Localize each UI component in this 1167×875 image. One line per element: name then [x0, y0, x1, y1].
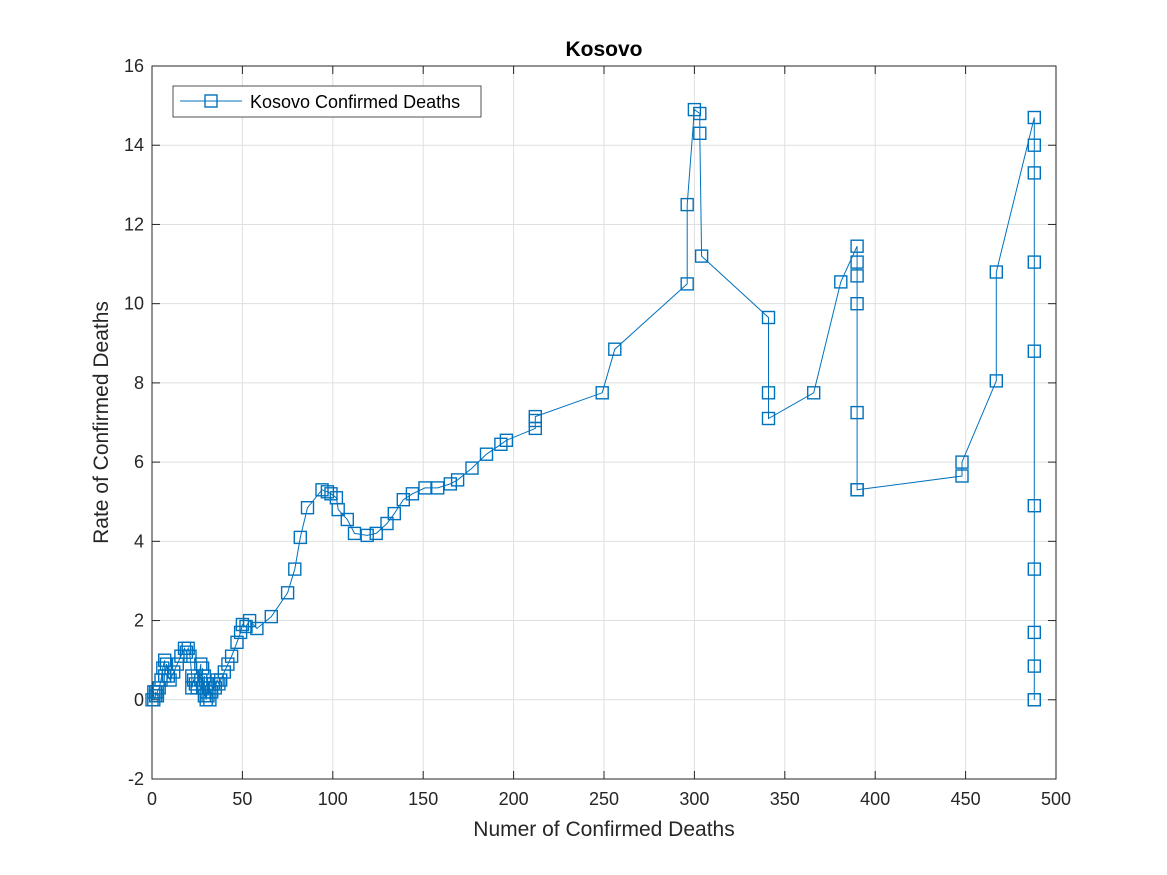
data-point-marker[interactable] [693, 126, 707, 141]
data-point-marker[interactable] [213, 673, 228, 687]
chart-title: Kosovo [565, 38, 642, 61]
data-point-marker[interactable] [694, 249, 709, 263]
data-point-marker[interactable] [850, 239, 864, 253]
data-point-marker[interactable] [499, 433, 514, 447]
data-point-marker[interactable] [163, 673, 177, 687]
data-point-marker[interactable] [450, 473, 465, 487]
x-tick-label: 200 [499, 789, 529, 809]
legend[interactable]: Kosovo Confirmed Deaths [172, 85, 482, 118]
data-point-marker[interactable] [360, 528, 374, 543]
data-point-marker[interactable] [250, 621, 264, 636]
data-point-marker[interactable] [1027, 255, 1042, 269]
data-point-marker[interactable] [387, 506, 401, 521]
axes: 0 50 100 150 200 250 300 350 400 450 500-202468101… [124, 56, 1071, 809]
x-tick-label: 300 [679, 789, 709, 809]
data-point-marker[interactable] [528, 409, 542, 424]
data-point-marker[interactable] [955, 469, 969, 483]
data-point-marker[interactable] [280, 586, 295, 600]
data-point-marker[interactable] [850, 297, 864, 311]
legend-marker-icon [204, 94, 218, 108]
data-point-marker[interactable] [693, 106, 707, 121]
data-point-marker[interactable] [850, 255, 864, 269]
y-tick-label: 0 [134, 690, 144, 710]
grid [152, 66, 1056, 779]
data-point-marker[interactable] [288, 562, 302, 576]
data-point-marker[interactable] [1027, 138, 1042, 152]
y-tick-label: 4 [134, 531, 144, 551]
y-tick-label: 2 [134, 611, 144, 631]
data-point-marker[interactable] [235, 617, 250, 632]
data-point-marker[interactable] [761, 411, 776, 426]
data-point-marker[interactable] [224, 649, 239, 663]
y-tick-label: 12 [124, 214, 144, 234]
x-tick-label: 0 [147, 789, 157, 809]
data-point-marker[interactable] [595, 386, 609, 400]
data-point-marker[interactable] [989, 265, 1003, 279]
data-point-marker[interactable] [465, 461, 479, 475]
data-point-marker[interactable] [443, 477, 457, 491]
data-point-marker[interactable] [380, 516, 394, 531]
y-tick-label: -2 [128, 769, 144, 789]
data-point-marker[interactable] [183, 649, 197, 663]
data-point-marker[interactable] [680, 277, 694, 291]
y-tick-label: 10 [124, 294, 144, 314]
y-tick-label: 16 [124, 56, 144, 76]
data-point-marker[interactable] [179, 645, 194, 659]
data-point-marker[interactable] [479, 447, 494, 461]
x-tick-label: 100 [318, 789, 348, 809]
data-point-marker[interactable] [369, 526, 383, 541]
y-tick-label: 14 [124, 135, 144, 155]
data-point-marker[interactable] [680, 197, 694, 212]
x-tick-label: 450 [951, 789, 981, 809]
data-point-marker[interactable] [186, 673, 201, 687]
data-point-marker[interactable] [166, 665, 181, 679]
x-tick-label: 150 [408, 789, 438, 809]
data-point-marker[interactable] [181, 641, 195, 655]
data-point-marker[interactable] [264, 609, 278, 624]
data-point-marker[interactable] [807, 386, 821, 400]
data-point-marker[interactable] [834, 275, 848, 289]
data-point-marker[interactable] [761, 386, 776, 400]
x-tick-label: 250 [589, 789, 619, 809]
data-point-marker[interactable] [955, 455, 969, 469]
data-point-marker[interactable] [1027, 625, 1042, 640]
data-point-marker[interactable] [1027, 499, 1042, 513]
data-point-marker[interactable] [1027, 110, 1042, 125]
x-axis-label: Numer of Confirmed Deaths [473, 818, 734, 841]
data-point-marker[interactable] [608, 342, 622, 356]
x-tick-label: 50 [232, 789, 252, 809]
data-point-marker[interactable] [293, 530, 307, 545]
data-point-marker[interactable] [989, 374, 1003, 388]
data-point-marker[interactable] [418, 481, 432, 495]
data-point-marker[interactable] [850, 269, 864, 283]
y-tick-label: 6 [134, 452, 144, 472]
data-point-marker[interactable] [195, 661, 210, 675]
data-point-marker[interactable] [850, 483, 864, 497]
data-point-marker[interactable] [221, 657, 235, 671]
data-point-marker[interactable] [331, 502, 345, 517]
data-point-marker[interactable] [170, 657, 185, 671]
x-tick-label: 500 [1041, 789, 1071, 809]
x-tick-label: 350 [770, 789, 800, 809]
data-point-marker[interactable] [1027, 562, 1042, 576]
data-point-marker[interactable] [1027, 166, 1042, 180]
series-kosovo [145, 102, 1042, 707]
data-point-marker[interactable] [1027, 659, 1042, 673]
data-point-marker[interactable] [347, 526, 362, 541]
data-point-marker[interactable] [230, 635, 244, 649]
data-point-marker[interactable] [1027, 693, 1042, 707]
data-point-marker[interactable] [242, 613, 257, 628]
x-tick-label: 400 [860, 789, 890, 809]
data-point-marker[interactable] [217, 665, 232, 679]
data-point-marker[interactable] [850, 405, 864, 420]
legend-label: Kosovo Confirmed Deaths [250, 92, 460, 112]
y-axis-label: Rate of Confirmed Deaths [90, 301, 113, 544]
data-point-marker[interactable] [761, 310, 776, 325]
data-point-marker[interactable] [300, 501, 315, 515]
data-point-marker[interactable] [340, 512, 354, 527]
data-point-marker[interactable] [1027, 344, 1042, 358]
y-tick-label: 8 [134, 373, 144, 393]
